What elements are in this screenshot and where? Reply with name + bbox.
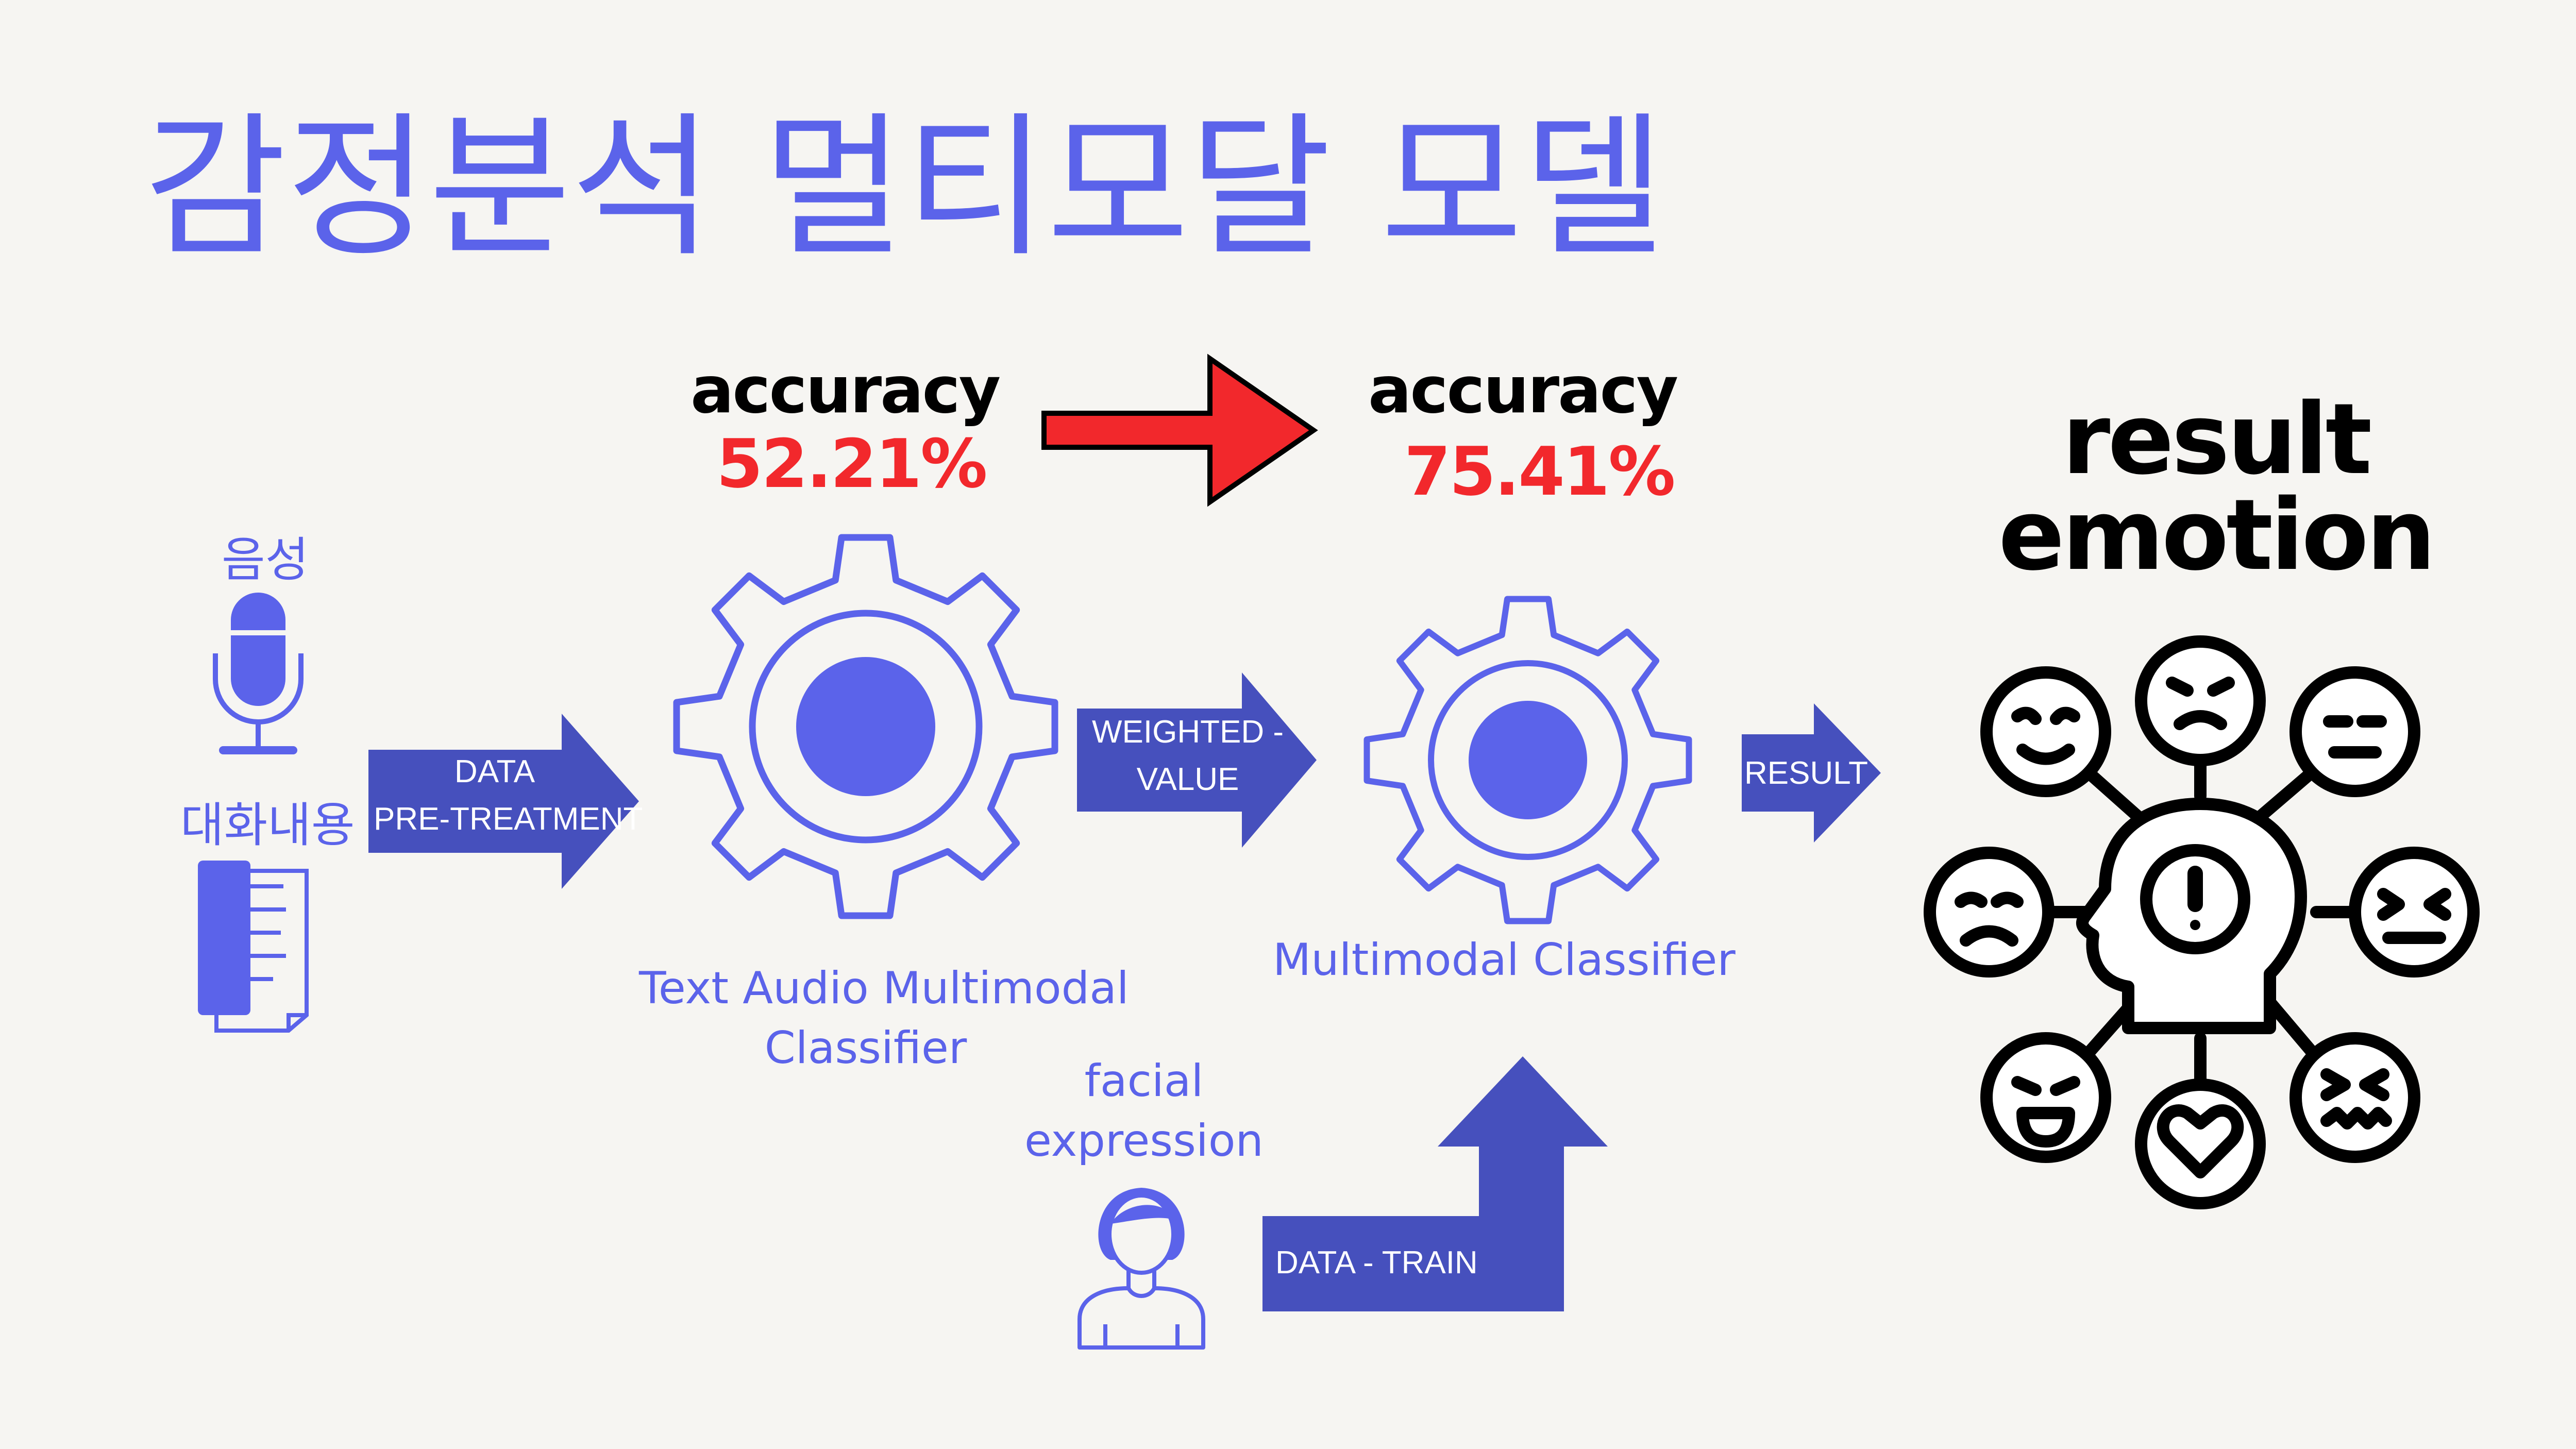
result-arrow-label: RESULT <box>1744 755 1868 791</box>
dialogue-label: 대화내용 <box>180 798 355 853</box>
result-line1: result <box>2062 382 2372 496</box>
classifier-1-name-line2: Classifier <box>764 1022 967 1074</box>
classifier-2-name: Multimodal Classifier <box>1273 934 1736 986</box>
pretreatment-arrow <box>368 714 639 889</box>
weighted-value-arrow <box>1077 672 1317 848</box>
gear-icon-2 <box>1363 596 1692 924</box>
emotion-head-icon <box>1924 635 2480 1209</box>
train-arrow <box>1262 1056 1608 1311</box>
microphone-icon <box>213 593 304 754</box>
facial-line2: expression <box>1024 1115 1264 1167</box>
facial-expression-label: facial expression <box>979 1051 1309 1171</box>
weighted-line2: VALUE <box>1136 761 1239 797</box>
pretreatment-line1: DATA <box>454 754 535 789</box>
train-label: DATA - TRAIN <box>1275 1245 1478 1280</box>
pretreatment-line2: PRE-TREATMENT <box>374 801 643 837</box>
improvement-arrow <box>1041 353 1318 507</box>
gear-icon-1 <box>673 534 1058 919</box>
result-emotion-heading: result emotion <box>1922 382 2510 593</box>
result-line2: emotion <box>1998 478 2436 593</box>
result-arrow <box>1742 703 1881 843</box>
facial-line1: facial <box>1084 1055 1204 1107</box>
accuracy-label-2: accuracy <box>1368 353 1678 428</box>
weighted-value-label: WEIGHTED - VALUE <box>1077 709 1299 803</box>
pretreatment-label: DATA PRE-TREATMENT <box>374 748 643 843</box>
document-icon <box>198 861 309 1033</box>
woman-avatar-icon <box>1077 1188 1205 1350</box>
accuracy-value-1: 52.21% <box>716 425 987 503</box>
voice-label: 음성 <box>222 532 309 587</box>
classifier-1-name: Text Audio Multimodal Classifier <box>639 958 1129 1078</box>
accuracy-value-2: 75.41% <box>1404 432 1675 511</box>
accuracy-label-1: accuracy <box>691 353 1001 428</box>
classifier-1-name-line1: Text Audio Multimodal <box>639 963 1129 1014</box>
page-title: 감정분석 멀티모달 모델 <box>144 98 1665 278</box>
weighted-line1: WEIGHTED - <box>1092 714 1284 750</box>
